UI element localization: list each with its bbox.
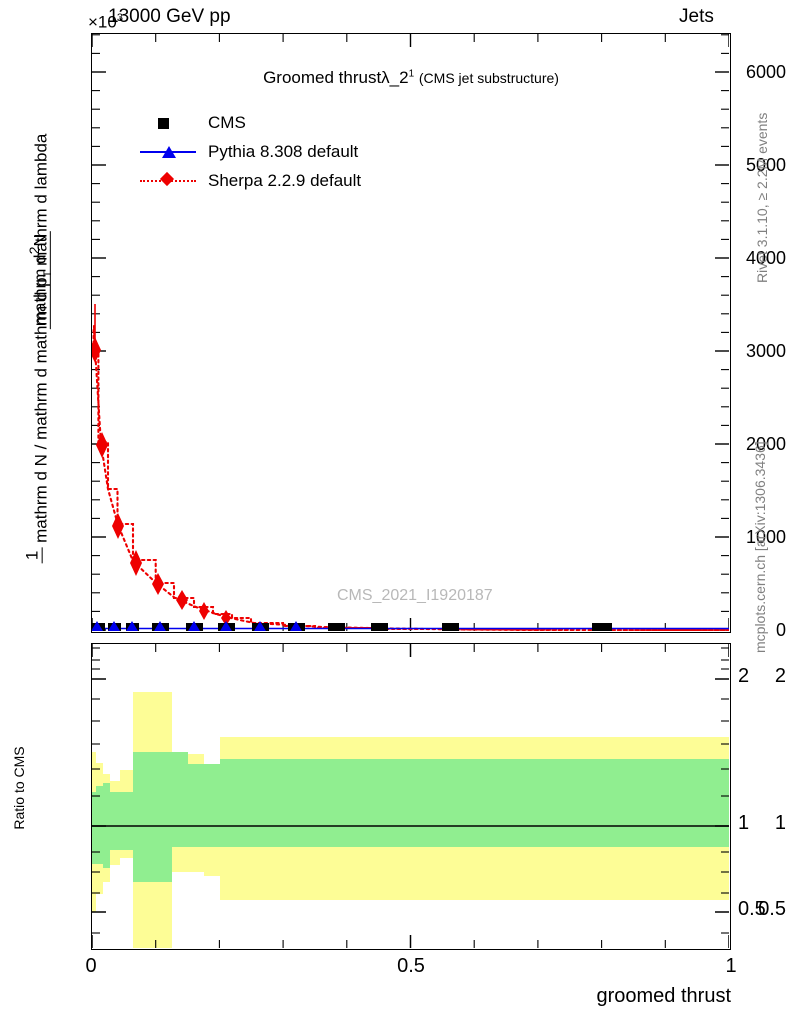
legend-label-sherpa: Sherpa 2.2.9 default (208, 170, 362, 190)
sherpa-curve (92, 328, 729, 631)
ratio-plot-svg (92, 644, 729, 948)
y-tick-label-3000: 3000 (745, 341, 786, 361)
y-tick-label-1000: 1000 (745, 527, 786, 547)
x-tick-label-0: 0 (85, 955, 97, 977)
ratio-plot-frame (91, 643, 731, 950)
ratio-y-tick-label-2-right: 2 (738, 665, 750, 687)
y-minor-ticks-right (721, 34, 729, 612)
ratio-y-tick-label-1: 1 (774, 812, 786, 834)
mcplots-source-note: mcplots.cern.ch [arXiv:1306.3436] (752, 441, 768, 653)
ratio-band-inner (92, 752, 729, 882)
x-axis-label: groomed thrust (596, 985, 731, 1007)
pythia-markers (92, 621, 302, 631)
y-tick-label-0: 0 (775, 620, 786, 640)
sherpa-markers (92, 337, 231, 626)
y-tick-label-5000: 5000 (745, 155, 786, 175)
title-symbol-sup: 1 (408, 68, 415, 80)
analysis-id-watermark: CMS_2021_I1920187 (337, 587, 493, 604)
y-minor-ticks-left (92, 34, 100, 612)
legend-item-pythia[interactable]: Pythia 8.308 default (140, 137, 361, 166)
legend: CMS Pythia 8.308 default Sherpa 2.2.9 de… (140, 108, 361, 195)
main-plot-svg (92, 34, 729, 631)
ratio-y-minor-ticks-left (92, 647, 100, 934)
title-suffix: (CMS jet substructure) (418, 70, 559, 86)
x-tick-label-0.5: 0.5 (397, 955, 425, 977)
y-axis-fraction-2: mathrm d2N (27, 231, 68, 330)
y-tick-label-2000: 2000 (745, 434, 786, 454)
analysis-type-label: Jets (679, 6, 714, 27)
sherpa-marker-icon (140, 171, 196, 191)
x-tick-label-1: 1 (725, 955, 737, 977)
y-axis-label-numerator: mathrm d2N (27, 0, 68, 590)
ratio-x-major-ticks-top (92, 644, 729, 657)
main-plot-frame (91, 33, 731, 633)
ratio-x-minor-ticks-top (155, 644, 666, 652)
ratio-y-tick-label-2: 2 (774, 665, 786, 687)
ratio-x-minor-ticks-bottom (155, 940, 666, 948)
ratio-y-axis-label: Ratio to CMS (11, 746, 27, 830)
page-title: Groomed thrustλ_21 (CMS jet substructure… (91, 68, 731, 88)
pythia-marker-icon (140, 142, 196, 162)
cms-marker-icon (140, 113, 196, 133)
beam-energy-label: 13000 GeV pp (108, 6, 231, 27)
title-main: Groomed thrust (263, 68, 382, 87)
y-exponent-label: ×103 (88, 12, 123, 32)
legend-item-sherpa[interactable]: Sherpa 2.2.9 default (140, 166, 361, 195)
x-major-ticks-top (92, 34, 729, 47)
title-symbol: λ_2 (381, 68, 409, 87)
rivet-version-note: Rivet 3.1.10, ≥ 2.2M events (754, 112, 770, 283)
ratio-y-tick-label-0.5: 0.5 (758, 898, 786, 920)
ratio-y-major-ticks-left (92, 678, 106, 913)
legend-label-pythia: Pythia 8.308 default (208, 141, 359, 161)
ratio-y-tick-label-0.5-right: 0.5 (738, 898, 766, 920)
sherpa-curve-smooth (92, 324, 729, 631)
legend-label-cms: CMS (208, 112, 246, 132)
ratio-plot-area (92, 644, 730, 949)
ratio-y-tick-label-1-right: 1 (738, 812, 750, 834)
x-minor-ticks-top (155, 34, 666, 42)
y-tick-label-6000: 6000 (745, 62, 786, 82)
ratio-y-minor-ticks-right (721, 647, 729, 934)
ratio-x-major-ticks-bottom (92, 935, 729, 948)
ratio-y-major-ticks-right (715, 678, 729, 913)
main-plot-area (92, 34, 730, 632)
legend-item-cms[interactable]: CMS (140, 108, 361, 137)
y-tick-label-4000: 4000 (745, 248, 786, 268)
